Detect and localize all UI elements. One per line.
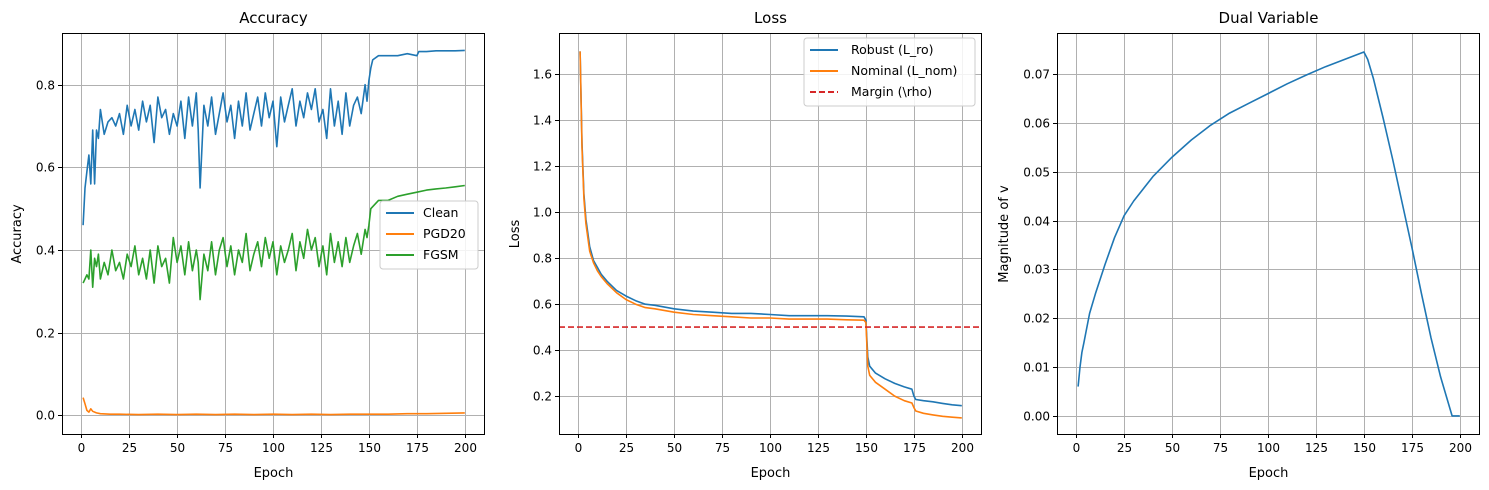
x-tick-label: 200 <box>951 441 974 455</box>
accuracy-legend-box <box>379 200 479 270</box>
x-tick-label: 75 <box>1213 441 1228 455</box>
y-tick-label: 0.0 <box>36 409 55 423</box>
y-tick-label: 0.06 <box>1023 117 1050 131</box>
y-tick-label: 0.4 <box>36 244 55 258</box>
loss-series-robust-l-ro-line <box>579 51 962 407</box>
x-tick-label: 150 <box>1353 441 1376 455</box>
accuracy-series-pgd20-line <box>82 397 465 416</box>
dual-variable-plot-frame <box>1057 33 1480 435</box>
legend-label-pgd20: PGD20 <box>423 226 466 241</box>
y-tick-label: 0.8 <box>533 252 552 266</box>
x-tick-label: 50 <box>1165 441 1180 455</box>
y-tick-label: 0.4 <box>533 344 552 358</box>
x-tick-label: 175 <box>406 441 429 455</box>
loss-y-axis-label: Loss <box>508 220 523 249</box>
accuracy-y-axis-label: Accuracy <box>10 204 25 264</box>
accuracy-x-axis-label: Epoch <box>254 466 294 481</box>
y-tick-label: 0.6 <box>36 161 55 175</box>
x-tick-label: 100 <box>759 441 782 455</box>
x-tick-label: 100 <box>1257 441 1280 455</box>
y-tick-label: 0.6 <box>533 298 552 312</box>
accuracy-series-clean-line <box>82 49 465 226</box>
legend-label-margin: Margin (\rho) <box>851 84 932 99</box>
loss-plot-frame <box>559 33 982 435</box>
x-tick-label: 75 <box>715 441 730 455</box>
loss-x-axis-label: Epoch <box>751 466 791 481</box>
x-tick-label: 175 <box>1401 441 1424 455</box>
loss-legend-box <box>803 37 976 107</box>
loss-grid <box>559 33 981 434</box>
x-tick-label: 25 <box>122 441 137 455</box>
accuracy-plot-frame <box>62 33 485 435</box>
y-tick-label: 0.07 <box>1023 68 1050 82</box>
legend-label-robust: Robust (L_ro) <box>851 42 934 57</box>
loss-lines <box>559 51 981 419</box>
accuracy-legend: Clean PGD20 FGSM <box>379 200 479 270</box>
loss-legend: Robust (L_ro) Nominal (L_nom) Margin (\r… <box>803 37 976 107</box>
accuracy-ticks: 0 25 50 75 100 125 150 175 200 0.0 0.2 0.4 0.6 0.8 <box>36 79 477 456</box>
accuracy-title: Accuracy <box>239 9 308 27</box>
x-tick-label: 175 <box>903 441 926 455</box>
dual-variable-ticks: 0 25 50 75 100 125 150 175 200 0.00 0.01 0.02 0.03 0.… <box>1023 68 1472 456</box>
x-tick-label: 200 <box>1449 441 1472 455</box>
y-tick-label: 1.2 <box>533 160 552 174</box>
x-tick-label: 100 <box>262 441 285 455</box>
x-tick-label: 50 <box>170 441 185 455</box>
y-tick-label: 0.01 <box>1023 361 1050 375</box>
x-tick-label: 25 <box>1117 441 1132 455</box>
x-tick-label: 0 <box>78 441 86 455</box>
x-tick-label: 125 <box>310 441 333 455</box>
dual-variable-y-axis-label: Magnitude of v <box>997 185 1012 283</box>
dual-variable-panel: 0 25 50 75 100 125 150 175 200 0.00 0.01 0.02 0.03 0.… <box>997 9 1480 481</box>
y-tick-label: 0.05 <box>1023 166 1050 180</box>
x-tick-label: 50 <box>667 441 682 455</box>
x-tick-label: 125 <box>807 441 830 455</box>
y-tick-label: 1.0 <box>533 206 552 220</box>
dual-variable-lines <box>1077 51 1460 417</box>
dual-variable-x-axis-label: Epoch <box>1249 466 1289 481</box>
y-tick-label: 0.2 <box>36 327 55 341</box>
dual-variable-title: Dual Variable <box>1219 9 1319 27</box>
y-tick-label: 0.2 <box>533 390 552 404</box>
dual-variable-series-v-line <box>1077 51 1460 417</box>
accuracy-panel: 0 25 50 75 100 125 150 175 200 0.0 0.2 0.4 0.6 0.8 Ac… <box>10 9 485 481</box>
x-tick-label: 150 <box>855 441 878 455</box>
accuracy-series-fgsm-line <box>82 184 465 301</box>
legend-label-nominal: Nominal (L_nom) <box>851 63 957 78</box>
y-tick-label: 0.03 <box>1023 263 1050 277</box>
y-tick-label: 1.6 <box>533 68 552 82</box>
x-tick-label: 25 <box>619 441 634 455</box>
x-tick-label: 125 <box>1305 441 1328 455</box>
accuracy-lines <box>82 49 465 416</box>
loss-ticks: 0 25 50 75 100 125 150 175 200 0.2 0.4 0.6 0.8 1.0 1.2… <box>533 68 974 456</box>
accuracy-grid <box>62 33 484 434</box>
y-tick-label: 0.04 <box>1023 215 1050 229</box>
y-tick-label: 0.8 <box>36 79 55 93</box>
loss-panel: 0 25 50 75 100 125 150 175 200 0.2 0.4 0.6 0.8 1.0 1.2… <box>508 9 982 481</box>
legend-label-clean: Clean <box>423 205 458 220</box>
dual-variable-grid <box>1057 33 1479 434</box>
x-tick-label: 0 <box>1073 441 1081 455</box>
y-tick-label: 1.4 <box>533 114 552 128</box>
legend-label-fgsm: FGSM <box>423 247 459 262</box>
loss-title: Loss <box>754 9 787 27</box>
x-tick-label: 150 <box>358 441 381 455</box>
x-tick-label: 0 <box>575 441 583 455</box>
x-tick-label: 75 <box>218 441 233 455</box>
loss-series-nominal-l-nom-line <box>579 51 962 419</box>
y-tick-label: 0.00 <box>1023 410 1050 424</box>
y-tick-label: 0.02 <box>1023 312 1050 326</box>
x-tick-label: 200 <box>454 441 477 455</box>
